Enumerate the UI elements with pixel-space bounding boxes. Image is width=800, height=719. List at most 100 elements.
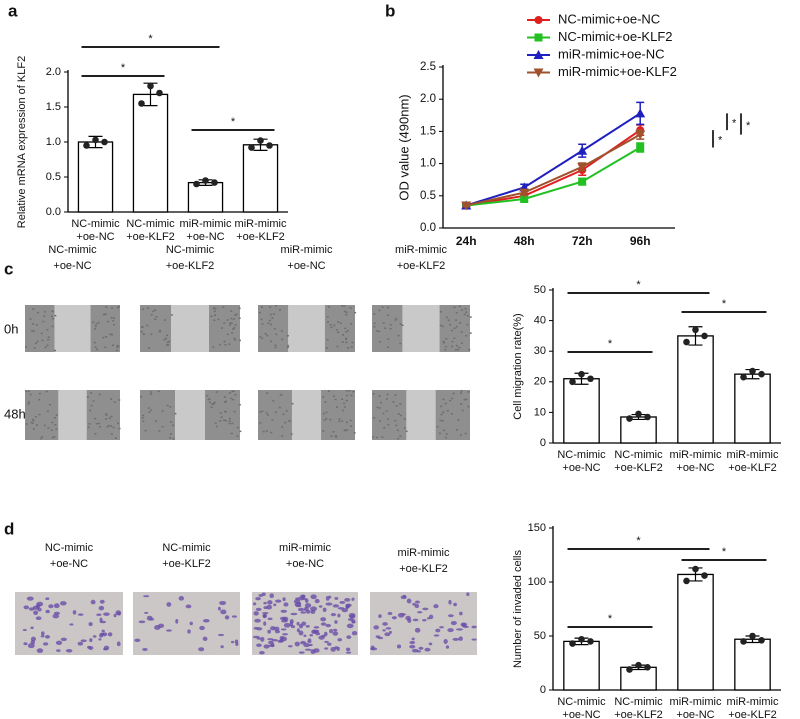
texture xyxy=(95,323,98,325)
texture xyxy=(454,348,457,351)
texture xyxy=(346,429,349,431)
texture xyxy=(326,321,329,323)
data-point xyxy=(740,638,747,645)
data-point xyxy=(587,375,594,383)
texture xyxy=(272,313,275,315)
texture xyxy=(259,422,262,424)
cell xyxy=(33,610,39,615)
texture xyxy=(233,337,236,340)
y-tick-label: 1.0 xyxy=(46,136,61,148)
cell xyxy=(42,642,49,646)
cell xyxy=(271,639,278,642)
texture xyxy=(442,429,445,432)
texture xyxy=(44,311,47,313)
texture xyxy=(444,436,447,439)
cell xyxy=(88,646,94,650)
texture xyxy=(452,392,455,395)
texture xyxy=(31,422,34,424)
legend-label: NC-mimic+oe-NC xyxy=(558,11,660,26)
cell xyxy=(448,614,454,618)
texture xyxy=(461,309,464,311)
significance-label: * xyxy=(231,116,236,128)
cell xyxy=(224,615,230,620)
texture xyxy=(223,340,226,343)
texture xyxy=(385,410,388,412)
texture xyxy=(112,426,115,429)
texture xyxy=(343,305,346,307)
texture xyxy=(53,417,56,419)
texture xyxy=(323,419,326,421)
texture xyxy=(234,339,237,341)
y-tick-label: 1.5 xyxy=(46,101,61,113)
texture xyxy=(171,424,174,427)
cell xyxy=(279,635,284,640)
texture xyxy=(465,398,468,401)
texture xyxy=(261,323,264,325)
cell xyxy=(40,631,45,636)
cell xyxy=(409,644,416,649)
texture xyxy=(394,394,397,396)
texture xyxy=(274,305,277,307)
texture xyxy=(459,434,462,436)
panel-label: b xyxy=(385,1,395,20)
cell xyxy=(351,619,356,624)
cell xyxy=(259,651,265,655)
texture xyxy=(46,328,49,331)
texture xyxy=(118,427,121,430)
texture xyxy=(399,323,402,325)
data-point xyxy=(202,177,209,184)
texture xyxy=(349,307,352,309)
texture xyxy=(25,346,28,348)
texture xyxy=(343,406,346,408)
cell xyxy=(202,618,210,623)
significance-label: * xyxy=(148,33,153,45)
texture xyxy=(270,431,273,434)
texture xyxy=(454,319,457,321)
cell xyxy=(253,611,259,616)
texture xyxy=(285,410,288,412)
texture xyxy=(457,419,460,421)
texture xyxy=(446,409,449,412)
y-tick-label: 20 xyxy=(534,376,546,388)
marker xyxy=(520,195,529,204)
panel-label: c xyxy=(4,259,13,278)
cell xyxy=(267,617,273,621)
texture xyxy=(150,409,153,411)
texture xyxy=(436,425,439,428)
texture xyxy=(154,309,157,311)
texture xyxy=(264,333,267,335)
cell xyxy=(337,638,343,642)
cell xyxy=(297,607,305,612)
texture xyxy=(345,421,348,424)
cell xyxy=(98,638,102,641)
texture xyxy=(322,430,325,432)
data-point xyxy=(749,367,756,375)
texture xyxy=(163,338,166,341)
series-line xyxy=(465,133,641,207)
texture xyxy=(110,316,113,319)
texture xyxy=(148,347,151,349)
cell xyxy=(116,641,121,647)
texture xyxy=(169,437,172,439)
texture xyxy=(378,309,381,312)
texture xyxy=(445,338,448,340)
texture xyxy=(148,411,151,413)
cell xyxy=(30,640,36,645)
texture xyxy=(445,316,448,319)
data-point xyxy=(683,577,690,585)
data-point xyxy=(578,370,585,378)
texture xyxy=(464,432,467,435)
data-point xyxy=(749,632,756,640)
cell xyxy=(332,628,338,632)
cell xyxy=(80,639,87,643)
significance-label: * xyxy=(636,279,641,291)
texture xyxy=(32,308,35,310)
y-tick-label: 0.0 xyxy=(420,222,436,234)
texture xyxy=(222,306,225,308)
x-tick-label: NC-mimic xyxy=(557,696,606,708)
texture xyxy=(159,329,162,332)
data-point xyxy=(101,138,108,146)
cell xyxy=(283,602,289,607)
cell xyxy=(48,604,54,609)
x-tick-label: +oe-KLF2 xyxy=(728,709,777,719)
